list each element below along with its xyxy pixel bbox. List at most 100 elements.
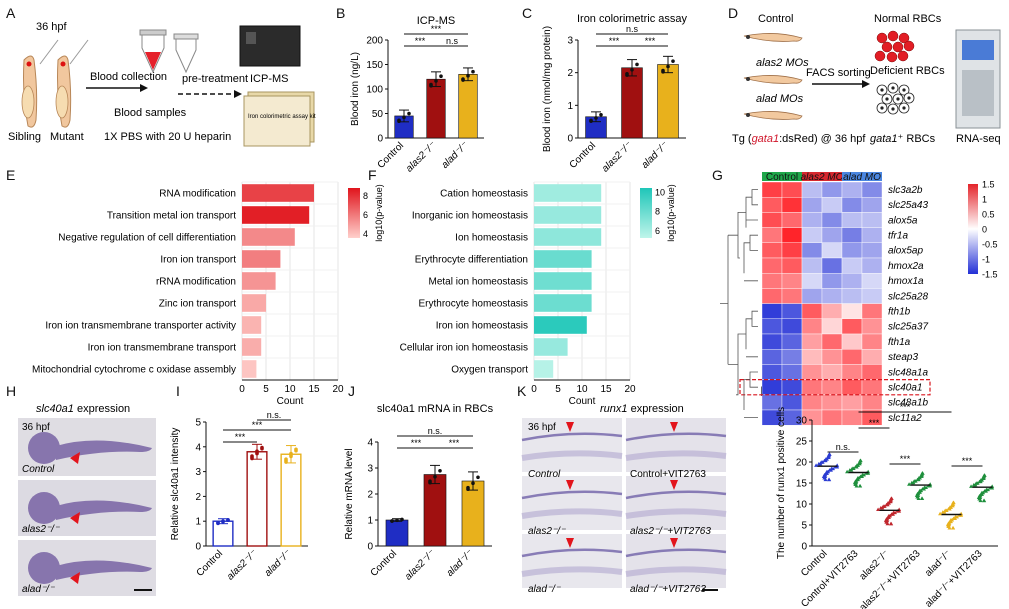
heat-cell xyxy=(821,333,843,350)
runx1-stain xyxy=(625,490,727,500)
collection-arrowhead xyxy=(140,84,148,92)
x-tick-label: alas2⁻/⁻ xyxy=(225,548,260,583)
scatter-point xyxy=(953,514,958,519)
panel-a-blood-collection: Blood collection xyxy=(90,71,167,83)
data-point xyxy=(429,82,433,87)
x-tick-label: 20 xyxy=(624,384,636,395)
group-bar xyxy=(762,172,802,181)
embryo-tail-outline xyxy=(521,508,623,519)
x-tick-label: Control xyxy=(376,140,407,171)
gene-label: slc25a43 xyxy=(888,200,928,211)
category-label: Iron ion transmembrane transport xyxy=(88,343,237,354)
panel-k-label-4: alad⁻/⁻ xyxy=(528,584,561,595)
data-point xyxy=(221,519,225,523)
panel-h-images: slc40a1 expression 36 hpf Control alas2⁻… xyxy=(18,403,156,596)
bar-2 xyxy=(657,64,679,139)
y-axis-label: The number of runx1 positive cells xyxy=(776,407,787,559)
panel-k-label-1: Control+VIT2763 xyxy=(630,469,706,480)
heat-cell xyxy=(801,379,823,396)
heat-cell xyxy=(801,212,823,228)
scatter-point xyxy=(945,522,950,527)
x-tick-label: alad⁻/⁻ xyxy=(263,548,294,579)
scatter-point xyxy=(814,463,819,467)
data-point xyxy=(599,112,603,117)
bar-5 xyxy=(534,294,592,312)
scatter-point xyxy=(854,463,859,467)
panel-letter-d: D xyxy=(728,5,738,21)
heat-cell xyxy=(861,273,883,289)
data-point xyxy=(625,71,629,76)
tube-clear-cap xyxy=(173,33,199,40)
scatter-point xyxy=(823,457,828,461)
data-point xyxy=(671,59,675,63)
group-bar xyxy=(842,172,882,181)
scale-tick-label: 0 xyxy=(982,225,987,235)
gene-label: slc3a2b xyxy=(888,185,923,196)
scatter-point xyxy=(916,475,921,480)
panel-d-facs: FACS sorting xyxy=(806,67,871,79)
heat-cell xyxy=(761,349,783,365)
heat-cell xyxy=(841,288,863,304)
embryo-control-eye xyxy=(746,35,750,39)
y-tick-label: 0 xyxy=(367,542,373,553)
scatter-point xyxy=(914,493,919,497)
blood-drop-sibling xyxy=(26,61,32,67)
significance-label: n.s xyxy=(446,36,459,46)
panel-k-label-3: alas2⁻/⁻+VIT2763 xyxy=(630,526,711,537)
normal-rbc-cluster-icon xyxy=(874,30,915,63)
heat-cell xyxy=(761,288,783,304)
data-point xyxy=(402,115,406,120)
data-point xyxy=(395,518,399,523)
heat-cell xyxy=(861,349,883,365)
bar-7 xyxy=(534,338,568,356)
embryo-h1-head xyxy=(28,432,60,464)
scatter-point xyxy=(886,513,891,518)
significance-label: n.s. xyxy=(428,426,443,436)
panel-a-time: 36 hpf xyxy=(36,21,68,33)
heat-cell xyxy=(781,288,803,304)
panel-h-label-alad: alad⁻/⁻ xyxy=(22,584,55,595)
heat-cell xyxy=(761,181,783,198)
scatter-point xyxy=(852,480,857,485)
data-point xyxy=(438,468,442,473)
icpms-machine-icon xyxy=(239,25,301,67)
data-point xyxy=(434,79,438,83)
panel-letter-j: J xyxy=(348,383,355,399)
heat-cell xyxy=(841,379,863,396)
significance-label: n.s. xyxy=(267,410,282,420)
y-tick-label: 0 xyxy=(567,134,573,145)
heat-cell xyxy=(861,318,883,335)
heat-cell xyxy=(761,273,783,289)
data-point xyxy=(260,445,264,450)
heat-cell xyxy=(801,333,823,350)
heat-cell xyxy=(781,333,803,350)
heat-cell xyxy=(821,242,843,259)
significance-label: *** xyxy=(411,438,422,448)
x-tick-label: Control xyxy=(799,548,830,579)
significance-label: n.s xyxy=(626,24,639,34)
scatter-point xyxy=(826,453,831,458)
tube-red-fill xyxy=(145,52,161,70)
bar-2 xyxy=(242,228,295,246)
bar-2 xyxy=(461,480,485,547)
y-tick-label: 1 xyxy=(567,101,573,112)
embryo-h3-tail xyxy=(56,560,152,580)
red-arrowhead xyxy=(566,538,574,548)
bar-4 xyxy=(242,272,276,290)
heat-cell xyxy=(861,227,883,244)
embryo-control-icon xyxy=(743,33,803,42)
y-tick-label: 2 xyxy=(195,492,201,503)
embryo-tail-outline xyxy=(625,566,727,577)
heat-cell xyxy=(841,212,863,228)
y-tick-label: 0 xyxy=(195,542,201,553)
category-label: Ion homeostasis xyxy=(455,233,528,244)
y-axis-label: Relative slc40a1 intensity xyxy=(170,428,181,541)
bar-8 xyxy=(242,360,257,378)
x-tick-label: 15 xyxy=(308,384,320,395)
panel-a-pbs: 1X PBS with 20 U heparin xyxy=(104,131,231,143)
embryo-tail-outline xyxy=(521,566,623,577)
panel-letter-f: F xyxy=(368,167,377,183)
group-label: Control xyxy=(766,172,798,183)
bar-0 xyxy=(534,184,602,202)
x-axis-label: Count xyxy=(569,396,596,407)
